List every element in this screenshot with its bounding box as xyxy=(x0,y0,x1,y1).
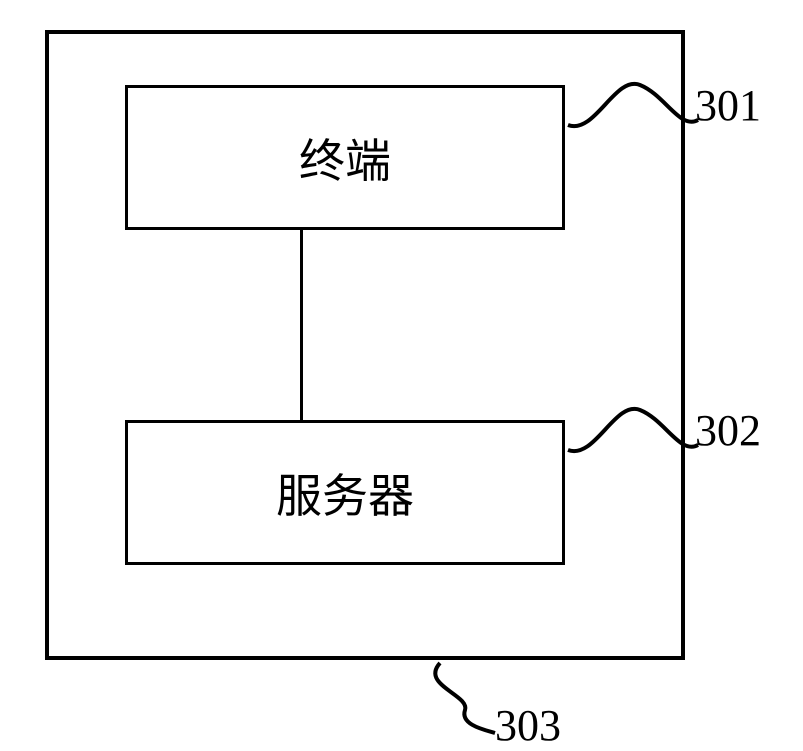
callout-label-301: 301 xyxy=(695,80,761,131)
callout-label-302: 302 xyxy=(695,405,761,456)
callout-curve-302 xyxy=(560,400,710,470)
server-node: 服务器 xyxy=(125,420,565,565)
server-node-label: 服务器 xyxy=(276,460,414,526)
edge-terminal-server xyxy=(300,230,303,420)
callout-curve-301 xyxy=(560,75,710,145)
terminal-node: 终端 xyxy=(125,85,565,230)
callout-label-303: 303 xyxy=(495,700,561,751)
terminal-node-label: 终端 xyxy=(299,125,391,191)
